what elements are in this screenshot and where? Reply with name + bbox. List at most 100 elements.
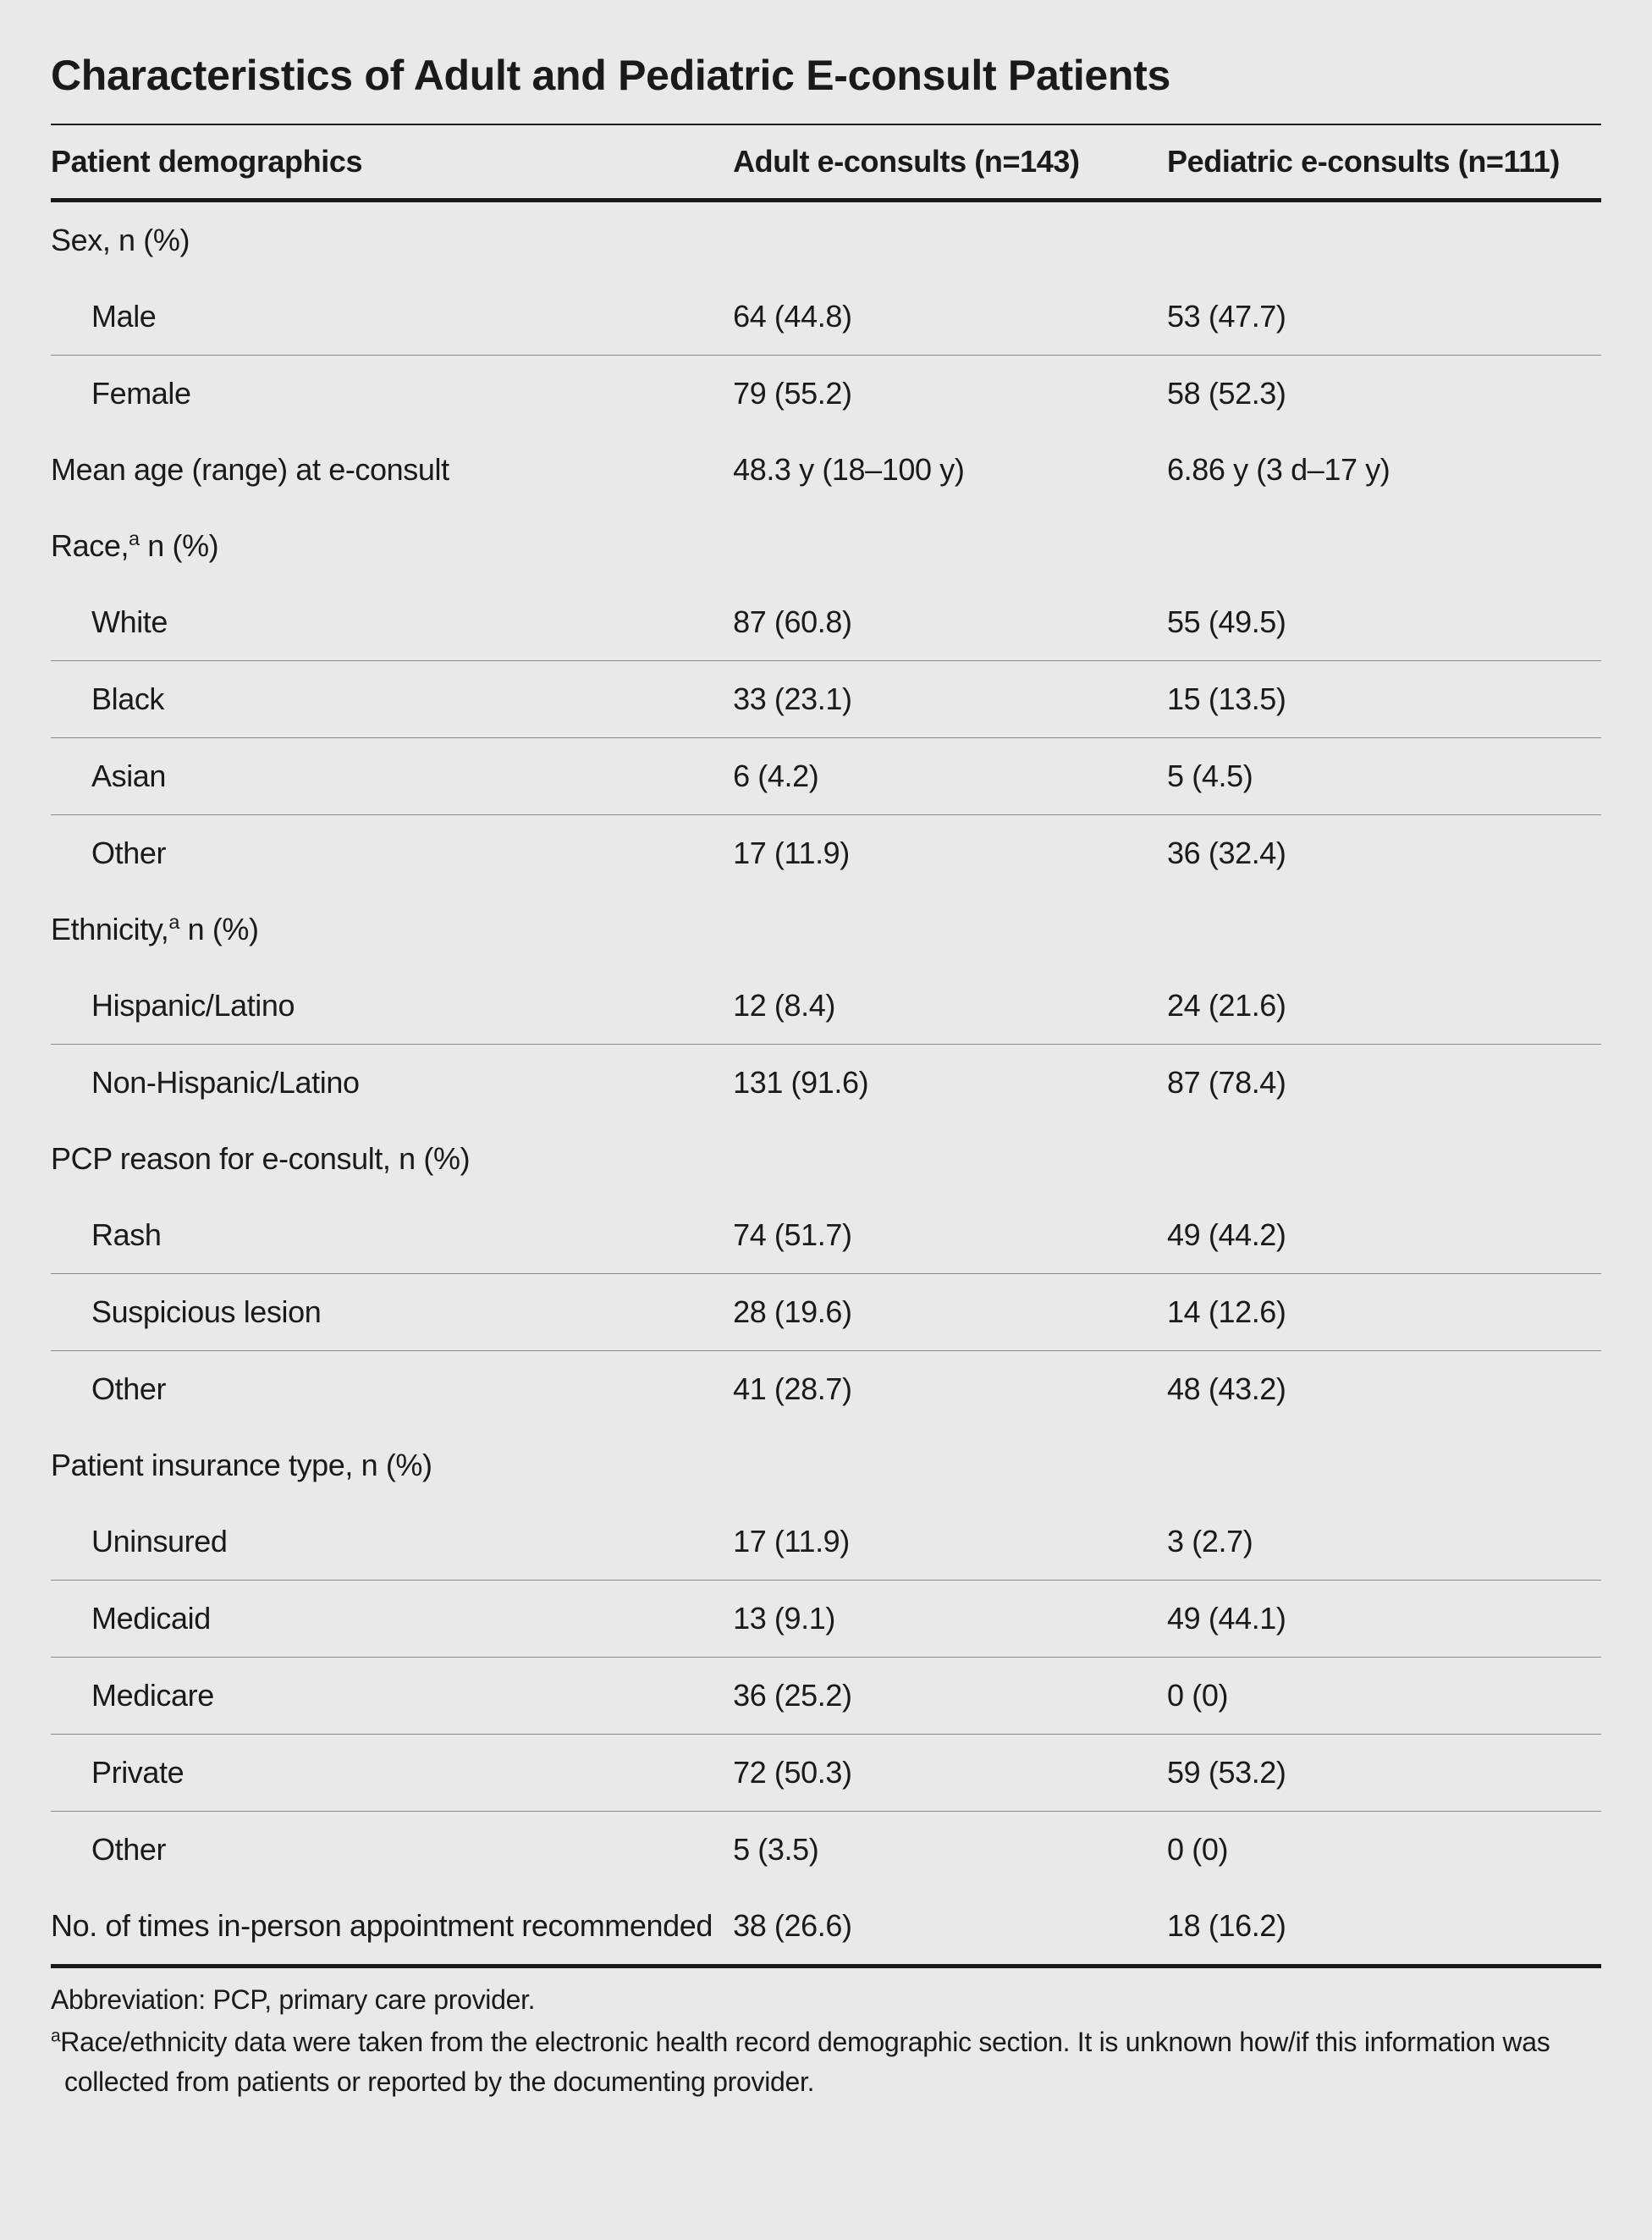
row-adult-value: 74 (51.7) xyxy=(733,1197,1167,1274)
col-header-adult: Adult e-consults (n=143) xyxy=(733,124,1167,201)
table-row: Medicare36 (25.2)0 (0) xyxy=(51,1658,1601,1735)
row-pediatric-value: 14 (12.6) xyxy=(1167,1274,1601,1351)
table-row: Asian6 (4.2)5 (4.5) xyxy=(51,738,1601,815)
table-body: Sex, n (%)Male64 (44.8)53 (47.7)Female79… xyxy=(51,201,1601,1967)
section-pediatric-value xyxy=(1167,508,1601,584)
row-label: Other xyxy=(51,1351,733,1428)
section-adult-value: 38 (26.6) xyxy=(733,1888,1167,1967)
row-label: Female xyxy=(51,356,733,433)
row-pediatric-value: 87 (78.4) xyxy=(1167,1045,1601,1122)
section-row: No. of times in-person appointment recom… xyxy=(51,1888,1601,1967)
row-pediatric-value: 36 (32.4) xyxy=(1167,815,1601,892)
section-adult-value xyxy=(733,1427,1167,1503)
row-label: Medicare xyxy=(51,1658,733,1735)
row-label: Private xyxy=(51,1735,733,1812)
section-label: Ethnicity,a n (%) xyxy=(51,891,733,968)
table-row: Other5 (3.5)0 (0) xyxy=(51,1812,1601,1889)
table-row: Non-Hispanic/Latino131 (91.6)87 (78.4) xyxy=(51,1045,1601,1122)
section-label: No. of times in-person appointment recom… xyxy=(51,1888,733,1967)
section-pediatric-value xyxy=(1167,201,1601,279)
row-pediatric-value: 49 (44.1) xyxy=(1167,1581,1601,1658)
footnote-a: aRace/ethnicity data were taken from the… xyxy=(51,2022,1601,2101)
row-adult-value: 79 (55.2) xyxy=(733,356,1167,433)
row-adult-value: 28 (19.6) xyxy=(733,1274,1167,1351)
row-adult-value: 41 (28.7) xyxy=(733,1351,1167,1428)
row-pediatric-value: 3 (2.7) xyxy=(1167,1503,1601,1581)
row-pediatric-value: 48 (43.2) xyxy=(1167,1351,1601,1428)
col-header-label: Patient demographics xyxy=(51,124,733,201)
row-label: Black xyxy=(51,661,733,738)
row-adult-value: 64 (44.8) xyxy=(733,279,1167,356)
section-row: Sex, n (%) xyxy=(51,201,1601,279)
row-label: Hispanic/Latino xyxy=(51,968,733,1045)
row-pediatric-value: 5 (4.5) xyxy=(1167,738,1601,815)
row-pediatric-value: 59 (53.2) xyxy=(1167,1735,1601,1812)
row-adult-value: 131 (91.6) xyxy=(733,1045,1167,1122)
row-pediatric-value: 0 (0) xyxy=(1167,1658,1601,1735)
section-row: Patient insurance type, n (%) xyxy=(51,1427,1601,1503)
row-pediatric-value: 58 (52.3) xyxy=(1167,356,1601,433)
section-adult-value xyxy=(733,201,1167,279)
footnote-abbrev: Abbreviation: PCP, primary care provider… xyxy=(51,1980,1601,2019)
row-pediatric-value: 49 (44.2) xyxy=(1167,1197,1601,1274)
row-adult-value: 6 (4.2) xyxy=(733,738,1167,815)
section-adult-value xyxy=(733,508,1167,584)
table-row: White87 (60.8)55 (49.5) xyxy=(51,584,1601,661)
table-row: Suspicious lesion28 (19.6)14 (12.6) xyxy=(51,1274,1601,1351)
section-pediatric-value: 18 (16.2) xyxy=(1167,1888,1601,1967)
row-label: Other xyxy=(51,815,733,892)
section-pediatric-value: 6.86 y (3 d–17 y) xyxy=(1167,432,1601,508)
table-row: Black33 (23.1)15 (13.5) xyxy=(51,661,1601,738)
section-label: Patient insurance type, n (%) xyxy=(51,1427,733,1503)
row-pediatric-value: 55 (49.5) xyxy=(1167,584,1601,661)
table-row: Female79 (55.2)58 (52.3) xyxy=(51,356,1601,433)
section-row: Mean age (range) at e-consult48.3 y (18–… xyxy=(51,432,1601,508)
table-row: Rash74 (51.7)49 (44.2) xyxy=(51,1197,1601,1274)
section-row: Race,a n (%) xyxy=(51,508,1601,584)
section-pediatric-value xyxy=(1167,1121,1601,1197)
row-adult-value: 33 (23.1) xyxy=(733,661,1167,738)
table-row: Other41 (28.7)48 (43.2) xyxy=(51,1351,1601,1428)
section-pediatric-value xyxy=(1167,1427,1601,1503)
demographics-table: Patient demographics Adult e-consults (n… xyxy=(51,124,1601,1968)
row-label: Non-Hispanic/Latino xyxy=(51,1045,733,1122)
section-label: Mean age (range) at e-consult xyxy=(51,432,733,508)
section-adult-value: 48.3 y (18–100 y) xyxy=(733,432,1167,508)
row-label: Rash xyxy=(51,1197,733,1274)
row-adult-value: 17 (11.9) xyxy=(733,1503,1167,1581)
row-label: Other xyxy=(51,1812,733,1889)
row-label: Medicaid xyxy=(51,1581,733,1658)
row-label: Asian xyxy=(51,738,733,815)
table-row: Male64 (44.8)53 (47.7) xyxy=(51,279,1601,356)
row-label: Uninsured xyxy=(51,1503,733,1581)
section-adult-value xyxy=(733,891,1167,968)
row-adult-value: 87 (60.8) xyxy=(733,584,1167,661)
row-label: Male xyxy=(51,279,733,356)
table-row: Private72 (50.3)59 (53.2) xyxy=(51,1735,1601,1812)
row-label: White xyxy=(51,584,733,661)
page-container: Characteristics of Adult and Pediatric E… xyxy=(0,0,1652,2240)
table-row: Hispanic/Latino12 (8.4)24 (21.6) xyxy=(51,968,1601,1045)
table-title: Characteristics of Adult and Pediatric E… xyxy=(51,51,1601,100)
section-row: Ethnicity,a n (%) xyxy=(51,891,1601,968)
row-adult-value: 17 (11.9) xyxy=(733,815,1167,892)
col-header-pediatric: Pediatric e-consults (n=111) xyxy=(1167,124,1601,201)
row-adult-value: 13 (9.1) xyxy=(733,1581,1167,1658)
row-adult-value: 72 (50.3) xyxy=(733,1735,1167,1812)
table-row: Other17 (11.9)36 (32.4) xyxy=(51,815,1601,892)
row-adult-value: 12 (8.4) xyxy=(733,968,1167,1045)
section-label: Race,a n (%) xyxy=(51,508,733,584)
section-adult-value xyxy=(733,1121,1167,1197)
row-pediatric-value: 53 (47.7) xyxy=(1167,279,1601,356)
row-label: Suspicious lesion xyxy=(51,1274,733,1351)
row-adult-value: 5 (3.5) xyxy=(733,1812,1167,1889)
table-row: Medicaid13 (9.1)49 (44.1) xyxy=(51,1581,1601,1658)
table-row: Uninsured17 (11.9)3 (2.7) xyxy=(51,1503,1601,1581)
section-row: PCP reason for e-consult, n (%) xyxy=(51,1121,1601,1197)
table-header-row: Patient demographics Adult e-consults (n… xyxy=(51,124,1601,201)
row-pediatric-value: 15 (13.5) xyxy=(1167,661,1601,738)
row-pediatric-value: 0 (0) xyxy=(1167,1812,1601,1889)
section-label: PCP reason for e-consult, n (%) xyxy=(51,1121,733,1197)
footnotes: Abbreviation: PCP, primary care provider… xyxy=(51,1968,1601,2101)
section-label: Sex, n (%) xyxy=(51,201,733,279)
